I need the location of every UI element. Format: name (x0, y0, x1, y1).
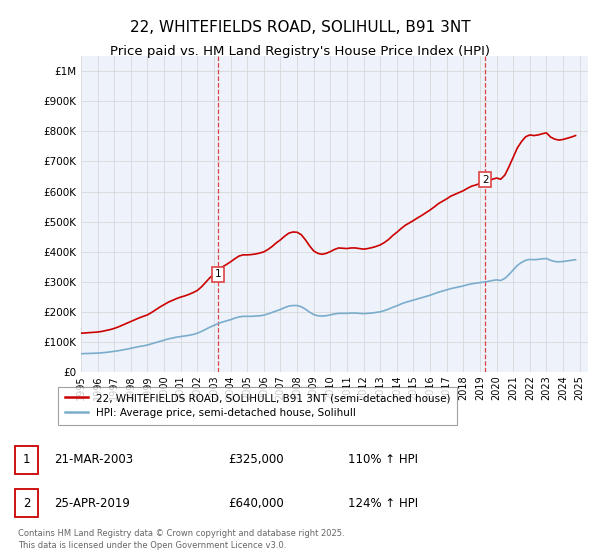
FancyBboxPatch shape (15, 489, 38, 517)
Text: 2: 2 (482, 175, 488, 185)
Text: 25-APR-2019: 25-APR-2019 (54, 497, 130, 510)
Text: £640,000: £640,000 (228, 497, 284, 510)
Text: £325,000: £325,000 (228, 454, 284, 466)
Text: Contains HM Land Registry data © Crown copyright and database right 2025.
This d: Contains HM Land Registry data © Crown c… (18, 529, 344, 550)
FancyBboxPatch shape (15, 446, 38, 474)
Text: 21-MAR-2003: 21-MAR-2003 (54, 454, 133, 466)
Text: Price paid vs. HM Land Registry's House Price Index (HPI): Price paid vs. HM Land Registry's House … (110, 45, 490, 58)
Text: 110% ↑ HPI: 110% ↑ HPI (348, 454, 418, 466)
Text: 22, WHITEFIELDS ROAD, SOLIHULL, B91 3NT: 22, WHITEFIELDS ROAD, SOLIHULL, B91 3NT (130, 20, 470, 35)
Text: 1: 1 (214, 269, 221, 279)
Legend: 22, WHITEFIELDS ROAD, SOLIHULL, B91 3NT (semi-detached house), HPI: Average pric: 22, WHITEFIELDS ROAD, SOLIHULL, B91 3NT … (58, 387, 457, 424)
Text: 1: 1 (23, 454, 30, 466)
Text: 124% ↑ HPI: 124% ↑ HPI (348, 497, 418, 510)
Text: 2: 2 (23, 497, 30, 510)
